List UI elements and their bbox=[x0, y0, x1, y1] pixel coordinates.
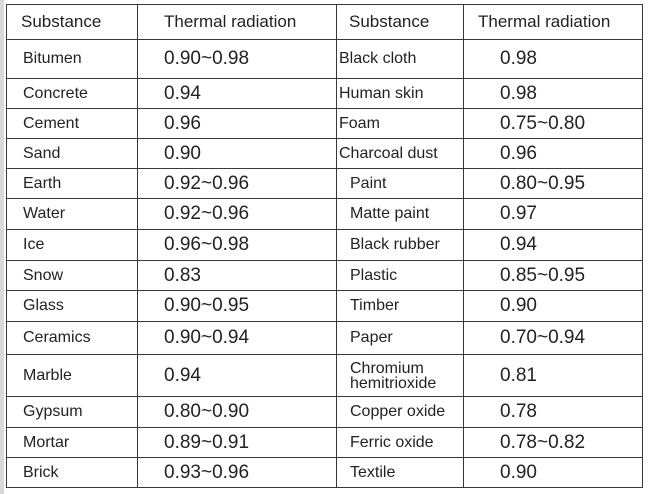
radiation-value-cell: 0.90~0.95 bbox=[137, 290, 337, 322]
substance-cell: Human skin bbox=[336, 78, 464, 109]
radiation-value-cell: 0.96 bbox=[463, 138, 643, 169]
radiation-value-cell: 0.94 bbox=[137, 354, 337, 397]
table-row: Marble 0.94 Chromium hemitrioxide 0.81 bbox=[6, 354, 643, 397]
table-row: Snow 0.83 Plastic 0.85~0.95 bbox=[6, 260, 643, 291]
substance-cell: Copper oxide bbox=[336, 396, 464, 428]
emissivity-table: Substance Thermal radiation Substance Th… bbox=[6, 4, 643, 488]
radiation-value-cell: 0.80~0.90 bbox=[137, 396, 337, 428]
radiation-value-cell: 0.89~0.91 bbox=[137, 427, 337, 458]
substance-cell: Black rubber bbox=[336, 229, 464, 261]
radiation-value-cell: 0.90 bbox=[137, 138, 337, 169]
header-thermal-radiation-left: Thermal radiation bbox=[137, 4, 337, 40]
radiation-value-cell: 0.81 bbox=[463, 354, 643, 397]
substance-cell: Mortar bbox=[6, 427, 138, 458]
substance-cell: Ferric oxide bbox=[336, 427, 464, 458]
substance-line-2: hemitrioxide bbox=[350, 374, 437, 392]
radiation-value-cell: 0.75~0.80 bbox=[463, 108, 643, 139]
radiation-value-cell: 0.92~0.96 bbox=[137, 168, 337, 199]
substance-cell: Marble bbox=[6, 354, 138, 397]
table-header-row: Substance Thermal radiation Substance Th… bbox=[6, 4, 643, 40]
substance-cell: Brick bbox=[6, 457, 138, 488]
table-row: Mortar 0.89~0.91 Ferric oxide 0.78~0.82 bbox=[6, 427, 643, 458]
substance-line-1: Chromium bbox=[350, 359, 424, 377]
substance-cell: Bitumen bbox=[6, 39, 138, 79]
table-row: Water 0.92~0.96 Matte paint 0.97 bbox=[6, 198, 643, 230]
table-row: Bitumen 0.90~0.98 Black cloth 0.98 bbox=[6, 39, 643, 79]
radiation-value-cell: 0.98 bbox=[463, 78, 643, 109]
page-left-edge bbox=[0, 0, 4, 494]
radiation-value-cell: 0.94 bbox=[463, 229, 643, 261]
substance-cell: Plastic bbox=[336, 260, 464, 291]
radiation-value-cell: 0.80~0.95 bbox=[463, 168, 643, 199]
radiation-value-cell: 0.78~0.82 bbox=[463, 427, 643, 458]
table-row: Ceramics 0.90~0.94 Paper 0.70~0.94 bbox=[6, 321, 643, 355]
table-row: Brick 0.93~0.96 Textile 0.90 bbox=[6, 457, 643, 488]
radiation-value-cell: 0.96~0.98 bbox=[137, 229, 337, 261]
header-substance-right: Substance bbox=[336, 4, 464, 40]
table-row: Ice 0.96~0.98 Black rubber 0.94 bbox=[6, 229, 643, 261]
radiation-value-cell: 0.93~0.96 bbox=[137, 457, 337, 488]
table-row: Sand 0.90 Charcoal dust 0.96 bbox=[6, 138, 643, 169]
substance-cell: Gypsum bbox=[6, 396, 138, 428]
substance-cell: Timber bbox=[336, 290, 464, 322]
substance-cell: Black cloth bbox=[336, 39, 464, 79]
radiation-value-cell: 0.97 bbox=[463, 198, 643, 230]
substance-cell: Cement bbox=[6, 108, 138, 139]
radiation-value-cell: 0.78 bbox=[463, 396, 643, 428]
substance-cell: Concrete bbox=[6, 78, 138, 109]
substance-cell: Water bbox=[6, 198, 138, 230]
radiation-value-cell: 0.94 bbox=[137, 78, 337, 109]
radiation-value-cell: 0.83 bbox=[137, 260, 337, 291]
substance-cell: Paint bbox=[336, 168, 464, 199]
table-row: Glass 0.90~0.95 Timber 0.90 bbox=[6, 290, 643, 322]
substance-cell: Ceramics bbox=[6, 321, 138, 355]
radiation-value-cell: 0.90 bbox=[463, 290, 643, 322]
radiation-value-cell: 0.96 bbox=[137, 108, 337, 139]
table-row: Earth 0.92~0.96 Paint 0.80~0.95 bbox=[6, 168, 643, 199]
radiation-value-cell: 0.90~0.94 bbox=[137, 321, 337, 355]
radiation-value-cell: 0.90~0.98 bbox=[137, 39, 337, 79]
substance-cell: Glass bbox=[6, 290, 138, 322]
radiation-value-cell: 0.92~0.96 bbox=[137, 198, 337, 230]
table-row: Gypsum 0.80~0.90 Copper oxide 0.78 bbox=[6, 396, 643, 428]
substance-cell: Foam bbox=[336, 108, 464, 139]
header-substance-left: Substance bbox=[6, 4, 138, 40]
substance-cell: Charcoal dust bbox=[336, 138, 464, 169]
radiation-value-cell: 0.70~0.94 bbox=[463, 321, 643, 355]
radiation-value-cell: 0.90 bbox=[463, 457, 643, 488]
substance-cell: Ice bbox=[6, 229, 138, 261]
substance-cell: Earth bbox=[6, 168, 138, 199]
substance-cell: Paper bbox=[336, 321, 464, 355]
header-thermal-radiation-right: Thermal radiation bbox=[463, 4, 643, 40]
substance-cell: Sand bbox=[6, 138, 138, 169]
radiation-value-cell: 0.85~0.95 bbox=[463, 260, 643, 291]
table-row: Cement 0.96 Foam 0.75~0.80 bbox=[6, 108, 643, 139]
substance-cell: Snow bbox=[6, 260, 138, 291]
table-row: Concrete 0.94 Human skin 0.98 bbox=[6, 78, 643, 109]
radiation-value-cell: 0.98 bbox=[463, 39, 643, 79]
substance-cell: Matte paint bbox=[336, 198, 464, 230]
substance-cell-two-line: Chromium hemitrioxide bbox=[336, 354, 464, 397]
substance-cell: Textile bbox=[336, 457, 464, 488]
